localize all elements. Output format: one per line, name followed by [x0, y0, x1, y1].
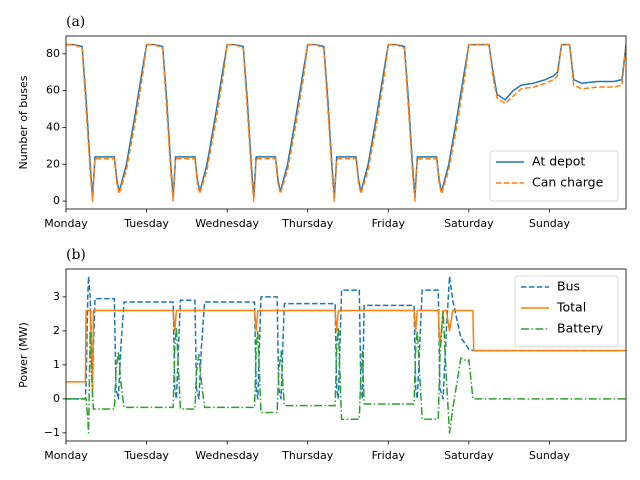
legend-label: Battery	[557, 321, 604, 336]
y-tick-label: 60	[46, 84, 60, 97]
legend: At depot Can charge	[489, 150, 619, 202]
y-axis-label: Number of buses	[17, 75, 30, 169]
axes-frame	[65, 268, 627, 442]
y-tick-label: 80	[46, 47, 60, 60]
chart-title: (a)	[66, 14, 85, 30]
x-tick-label: Monday	[44, 449, 88, 462]
x-tick-label: Wednesday	[195, 217, 259, 230]
legend-label: Bus	[557, 279, 580, 294]
series-line	[66, 309, 626, 434]
plot-area	[66, 275, 626, 434]
y-tick-label: 3	[53, 290, 60, 303]
x-tick-label: Monday	[44, 217, 88, 230]
legend-label: At depot	[532, 154, 585, 169]
legend-label: Can charge	[532, 175, 604, 190]
y-tick-label: 2	[53, 324, 60, 337]
series-line	[66, 43, 626, 202]
axes-frame	[65, 35, 627, 210]
x-tick-label: Tuesday	[123, 217, 169, 230]
x-tick-label: Friday	[372, 217, 406, 230]
plot-area	[66, 43, 626, 202]
x-tick-label: Saturday	[444, 217, 494, 230]
y-tick-label: −1	[44, 426, 60, 439]
x-tick-label: Sunday	[529, 217, 571, 230]
legend-frame	[489, 150, 619, 202]
x-tick-label: Wednesday	[195, 449, 259, 462]
chart-title: (b)	[66, 247, 86, 263]
series-line	[66, 275, 626, 400]
legend: Bus Total Battery	[514, 275, 619, 348]
y-tick-label: 0	[53, 392, 60, 405]
x-tick-label: Sunday	[529, 449, 571, 462]
x-tick-label: Thursday	[281, 449, 334, 462]
y-tick-label: 1	[53, 358, 60, 371]
x-tick-label: Friday	[372, 449, 406, 462]
y-tick-label: 40	[46, 120, 60, 133]
y-axis-label: Power (MW)	[17, 322, 30, 388]
x-tick-label: Thursday	[281, 217, 334, 230]
legend-label: Total	[556, 300, 586, 315]
x-tick-label: Tuesday	[123, 449, 169, 462]
series-line	[66, 43, 626, 199]
y-tick-label: 0	[53, 194, 60, 207]
y-tick-label: 20	[46, 157, 60, 170]
x-tick-label: Saturday	[444, 449, 494, 462]
